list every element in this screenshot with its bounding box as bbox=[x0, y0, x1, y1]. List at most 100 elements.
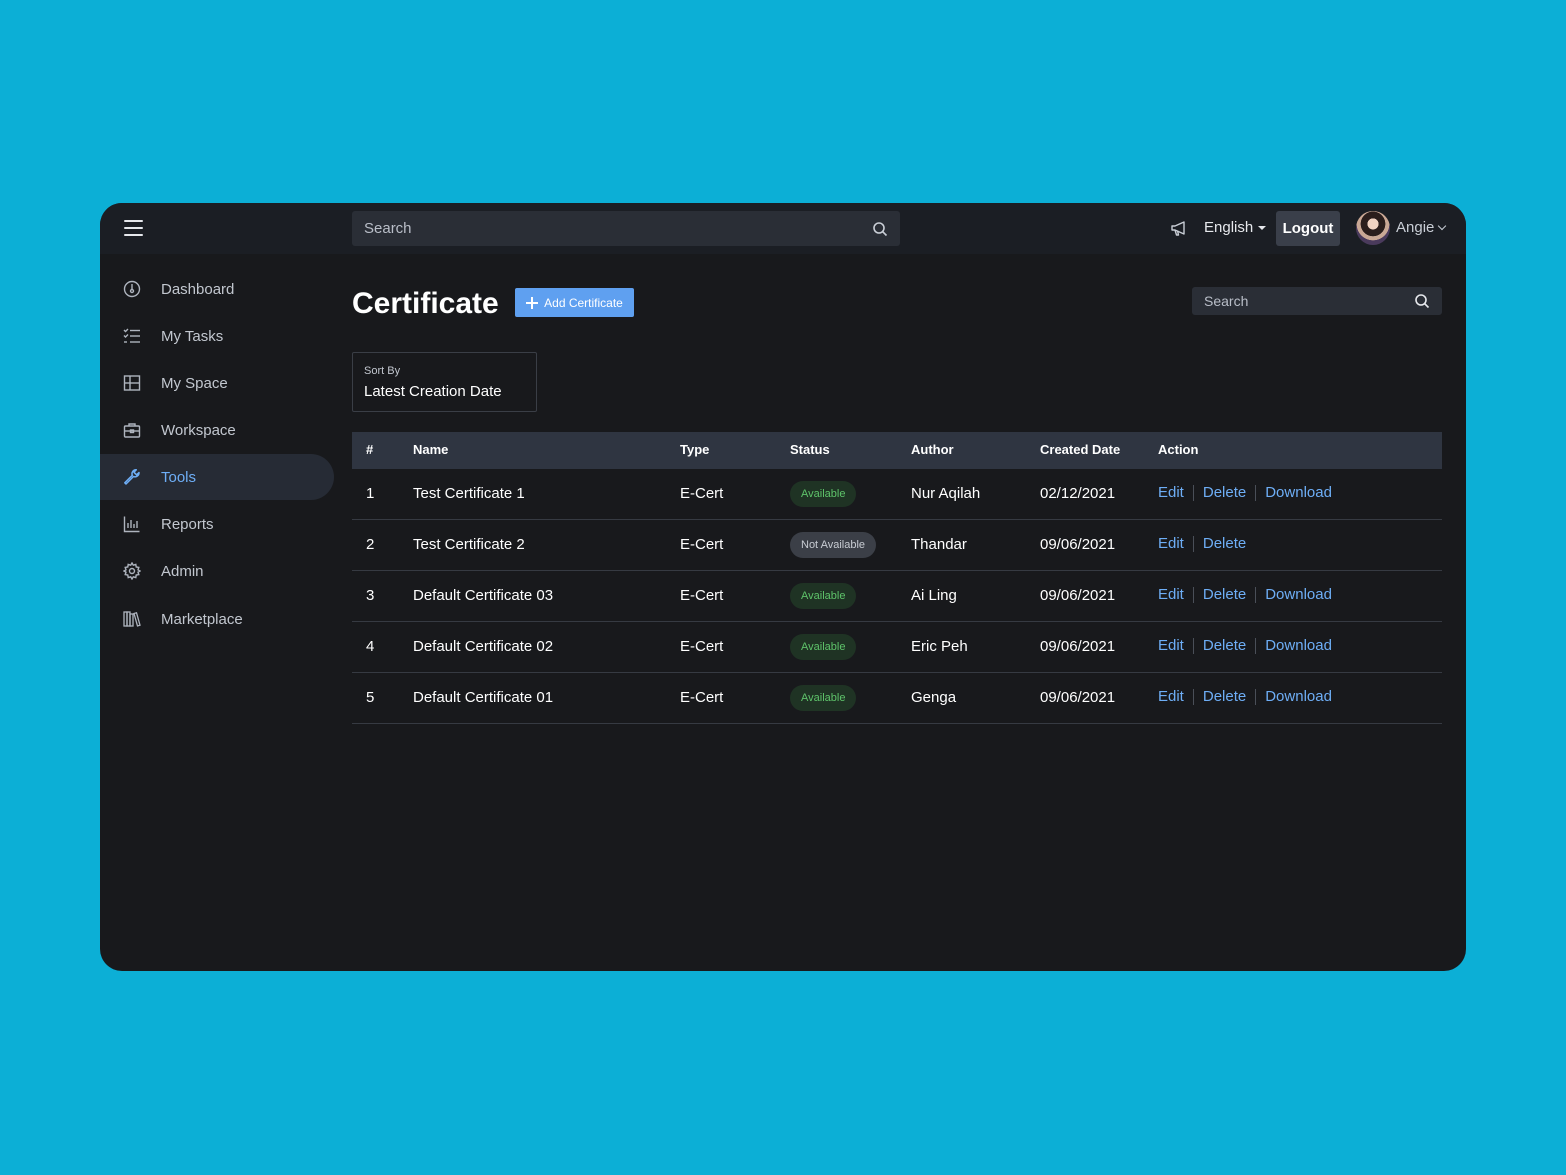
created-date: 09/06/2021 bbox=[1040, 536, 1116, 553]
wrench-icon bbox=[123, 468, 141, 486]
status-badge: Available bbox=[790, 685, 857, 711]
row-actions: Edit Delete Download bbox=[1158, 586, 1332, 603]
app-window: English Logout Angie Dashboard My Tasks bbox=[100, 203, 1466, 971]
download-link[interactable]: Download bbox=[1265, 637, 1332, 654]
sidebar-item-my-space[interactable]: My Space bbox=[100, 360, 334, 406]
add-certificate-label: Add Certificate bbox=[544, 295, 623, 310]
sidebar-item-workspace[interactable]: Workspace bbox=[100, 407, 334, 453]
certificate-name: Default Certificate 01 bbox=[413, 689, 554, 706]
grid-icon bbox=[123, 374, 141, 392]
plus-icon bbox=[526, 296, 539, 309]
delete-link[interactable]: Delete bbox=[1202, 535, 1247, 552]
sidebar-item-label: Reports bbox=[161, 515, 214, 533]
sidebar-item-my-tasks[interactable]: My Tasks bbox=[100, 313, 334, 359]
sort-by-dropdown[interactable]: Sort By Latest Creation Date bbox=[352, 352, 537, 412]
certificate-table: # Name Type Status Author Created Date A… bbox=[352, 432, 1442, 724]
download-link[interactable]: Download bbox=[1265, 586, 1332, 603]
sidebar-item-admin[interactable]: Admin bbox=[100, 548, 334, 594]
column-header-author[interactable]: Author bbox=[911, 442, 954, 457]
certificate-type: E-Cert bbox=[680, 638, 724, 655]
delete-link[interactable]: Delete bbox=[1202, 586, 1247, 603]
edit-link[interactable]: Edit bbox=[1158, 688, 1184, 705]
column-header-name[interactable]: Name bbox=[413, 442, 449, 457]
row-number: 4 bbox=[366, 638, 375, 655]
delete-link[interactable]: Delete bbox=[1202, 637, 1247, 654]
certificate-name: Default Certificate 02 bbox=[413, 638, 554, 655]
logout-button[interactable]: Logout bbox=[1276, 211, 1340, 246]
certificate-author: Thandar bbox=[911, 536, 967, 553]
certificate-type: E-Cert bbox=[680, 587, 724, 604]
row-number: 1 bbox=[366, 485, 375, 502]
certificate-author: Genga bbox=[911, 689, 957, 706]
sidebar-item-label: Admin bbox=[161, 562, 204, 580]
certificate-name: Test Certificate 2 bbox=[413, 536, 525, 553]
edit-link[interactable]: Edit bbox=[1158, 586, 1184, 603]
edit-link[interactable]: Edit bbox=[1158, 535, 1184, 552]
user-menu[interactable]: Angie bbox=[1396, 219, 1447, 236]
column-header-status[interactable]: Status bbox=[790, 442, 830, 457]
delete-link[interactable]: Delete bbox=[1202, 688, 1247, 705]
status-badge: Not Available bbox=[790, 532, 877, 558]
table-row: 3 Default Certificate 03 E-Cert Available Ai… bbox=[352, 571, 1442, 622]
gear-icon bbox=[123, 562, 141, 580]
table-row: 2 Test Certificate 2 E-Cert Not Available Th… bbox=[352, 520, 1442, 571]
add-certificate-button[interactable]: Add Certificate bbox=[515, 288, 634, 317]
column-header-created-date[interactable]: Created Date bbox=[1040, 442, 1121, 457]
edit-link[interactable]: Edit bbox=[1158, 484, 1184, 501]
action-divider bbox=[1255, 586, 1257, 603]
avatar[interactable] bbox=[1356, 211, 1390, 245]
chevron-down-icon bbox=[1438, 221, 1447, 231]
sidebar-item-reports[interactable]: Reports bbox=[100, 501, 334, 547]
download-link[interactable]: Download bbox=[1265, 688, 1332, 705]
action-divider bbox=[1255, 688, 1257, 705]
column-header-action: Action bbox=[1158, 442, 1199, 457]
library-icon bbox=[123, 610, 141, 628]
sidebar-item-tools[interactable]: Tools bbox=[100, 454, 334, 500]
certificate-name: Test Certificate 1 bbox=[413, 485, 525, 502]
sidebar: Dashboard My Tasks My Space Workspace To… bbox=[100, 254, 334, 971]
row-number: 2 bbox=[366, 536, 375, 553]
status-badge: Available bbox=[790, 634, 857, 660]
created-date: 09/06/2021 bbox=[1040, 689, 1116, 706]
user-name: Angie bbox=[1396, 219, 1435, 236]
sidebar-item-label: My Tasks bbox=[161, 327, 224, 345]
status-badge: Available bbox=[790, 583, 857, 609]
global-search-input[interactable] bbox=[352, 211, 900, 246]
hamburger-menu-icon[interactable] bbox=[124, 220, 143, 236]
action-divider bbox=[1192, 637, 1194, 654]
action-divider bbox=[1192, 688, 1194, 705]
action-divider bbox=[1192, 586, 1194, 603]
row-actions: Edit Delete Download bbox=[1158, 637, 1332, 654]
language-dropdown[interactable]: English bbox=[1204, 219, 1267, 236]
briefcase-icon bbox=[123, 421, 141, 439]
download-link[interactable]: Download bbox=[1265, 484, 1332, 501]
search-icon[interactable] bbox=[1414, 293, 1430, 309]
certificate-type: E-Cert bbox=[680, 689, 724, 706]
certificate-search-input[interactable] bbox=[1192, 287, 1442, 315]
certificate-name: Default Certificate 03 bbox=[413, 587, 554, 604]
table-row: 4 Default Certificate 02 E-Cert Available Er… bbox=[352, 622, 1442, 673]
certificate-type: E-Cert bbox=[680, 485, 724, 502]
action-divider bbox=[1192, 535, 1194, 552]
sidebar-item-dashboard[interactable]: Dashboard bbox=[100, 266, 334, 312]
table-row: 5 Default Certificate 01 E-Cert Available Ge… bbox=[352, 673, 1442, 724]
column-header-number[interactable]: # bbox=[366, 442, 374, 457]
row-number: 3 bbox=[366, 587, 375, 604]
action-divider bbox=[1192, 484, 1194, 501]
caret-down-icon bbox=[1258, 225, 1267, 230]
table-header: # Name Type Status Author Created Date A… bbox=[352, 432, 1442, 469]
row-actions: Edit Delete Download bbox=[1158, 688, 1332, 705]
sort-by-label: Sort By bbox=[364, 365, 401, 377]
search-icon[interactable] bbox=[872, 221, 888, 237]
edit-link[interactable]: Edit bbox=[1158, 637, 1184, 654]
megaphone-icon[interactable] bbox=[1170, 220, 1188, 237]
delete-link[interactable]: Delete bbox=[1202, 484, 1247, 501]
sidebar-item-marketplace[interactable]: Marketplace bbox=[100, 596, 334, 642]
table-body: 1 Test Certificate 1 E-Cert Available Nur Aq… bbox=[352, 469, 1442, 724]
row-actions: Edit Delete Download bbox=[1158, 484, 1332, 501]
created-date: 02/12/2021 bbox=[1040, 485, 1116, 502]
certificate-author: Ai Ling bbox=[911, 587, 957, 604]
sidebar-item-label: Workspace bbox=[161, 421, 236, 439]
row-actions: Edit Delete bbox=[1158, 535, 1246, 552]
column-header-type[interactable]: Type bbox=[680, 442, 710, 457]
